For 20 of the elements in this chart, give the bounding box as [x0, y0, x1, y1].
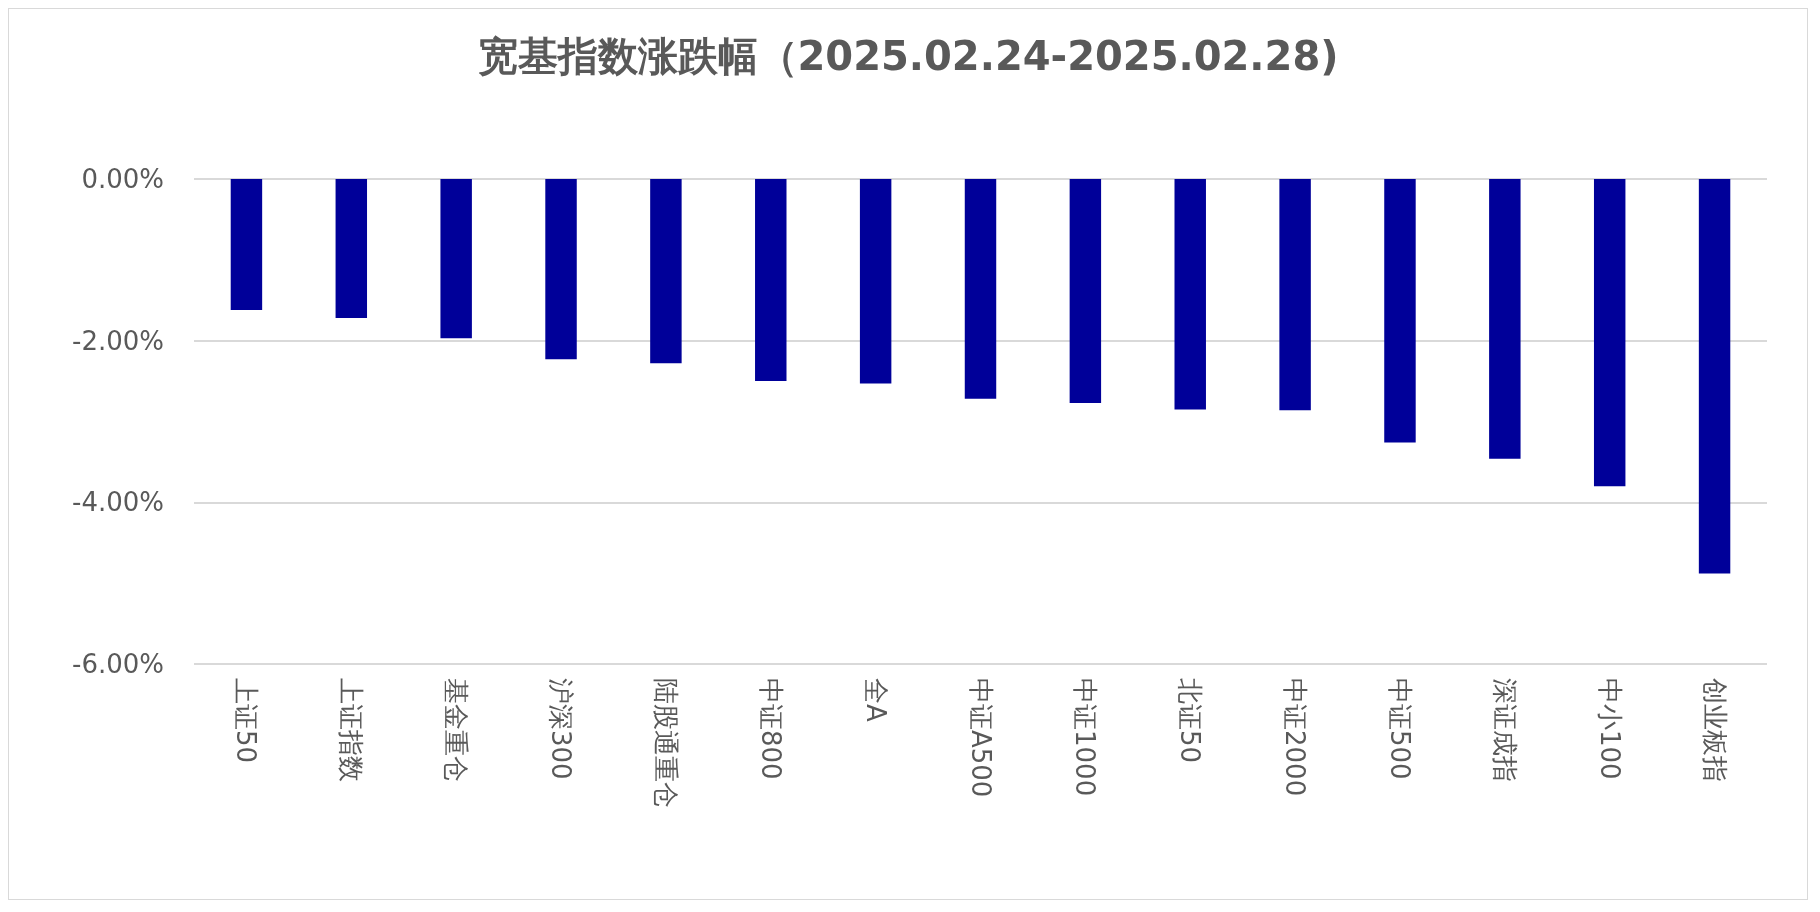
y-tick-label: 0.00% [81, 164, 164, 194]
x-tick-label: 陆股通重仓 [650, 678, 681, 808]
y-tick-label: -2.00% [72, 325, 164, 356]
x-tick-label: 中证800 [755, 678, 786, 780]
x-tick-label: 全A [860, 678, 891, 722]
x-tick-label: 中小100 [1594, 678, 1625, 780]
x-tick-label: 沪深300 [546, 678, 577, 780]
y-tick-label: -4.00% [72, 487, 164, 518]
x-tick-label: 上证指数 [336, 678, 367, 782]
x-tick-label: 创业板指 [1699, 678, 1730, 782]
x-tick-label: 基金重仓 [441, 678, 472, 782]
x-tick-label: 北证50 [1175, 678, 1206, 764]
x-tick-label: 中证1000 [1070, 678, 1101, 797]
y-tick-label: -6.00% [72, 649, 164, 679]
x-tick-label: 上证50 [231, 678, 262, 764]
x-tick-label: 中证A500 [965, 678, 996, 798]
x-tick-label: 深证成指 [1489, 678, 1520, 782]
chart-title: 宽基指数涨跌幅（2025.02.24-2025.02.28) [477, 33, 1339, 79]
x-tick-label: 中证2000 [1280, 678, 1311, 797]
x-tick-label: 中证500 [1384, 678, 1415, 780]
